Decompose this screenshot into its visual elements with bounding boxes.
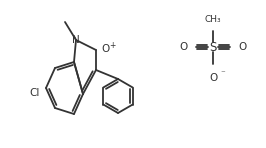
Text: ⁻: ⁻ — [220, 69, 225, 78]
Text: N: N — [72, 35, 80, 45]
Text: +: + — [109, 41, 115, 49]
Text: O: O — [209, 73, 217, 83]
Text: Cl: Cl — [30, 88, 40, 98]
Text: O: O — [238, 42, 246, 52]
Text: CH₃: CH₃ — [205, 15, 221, 24]
Text: S: S — [209, 41, 217, 53]
Text: O: O — [101, 44, 109, 54]
Text: O: O — [180, 42, 188, 52]
